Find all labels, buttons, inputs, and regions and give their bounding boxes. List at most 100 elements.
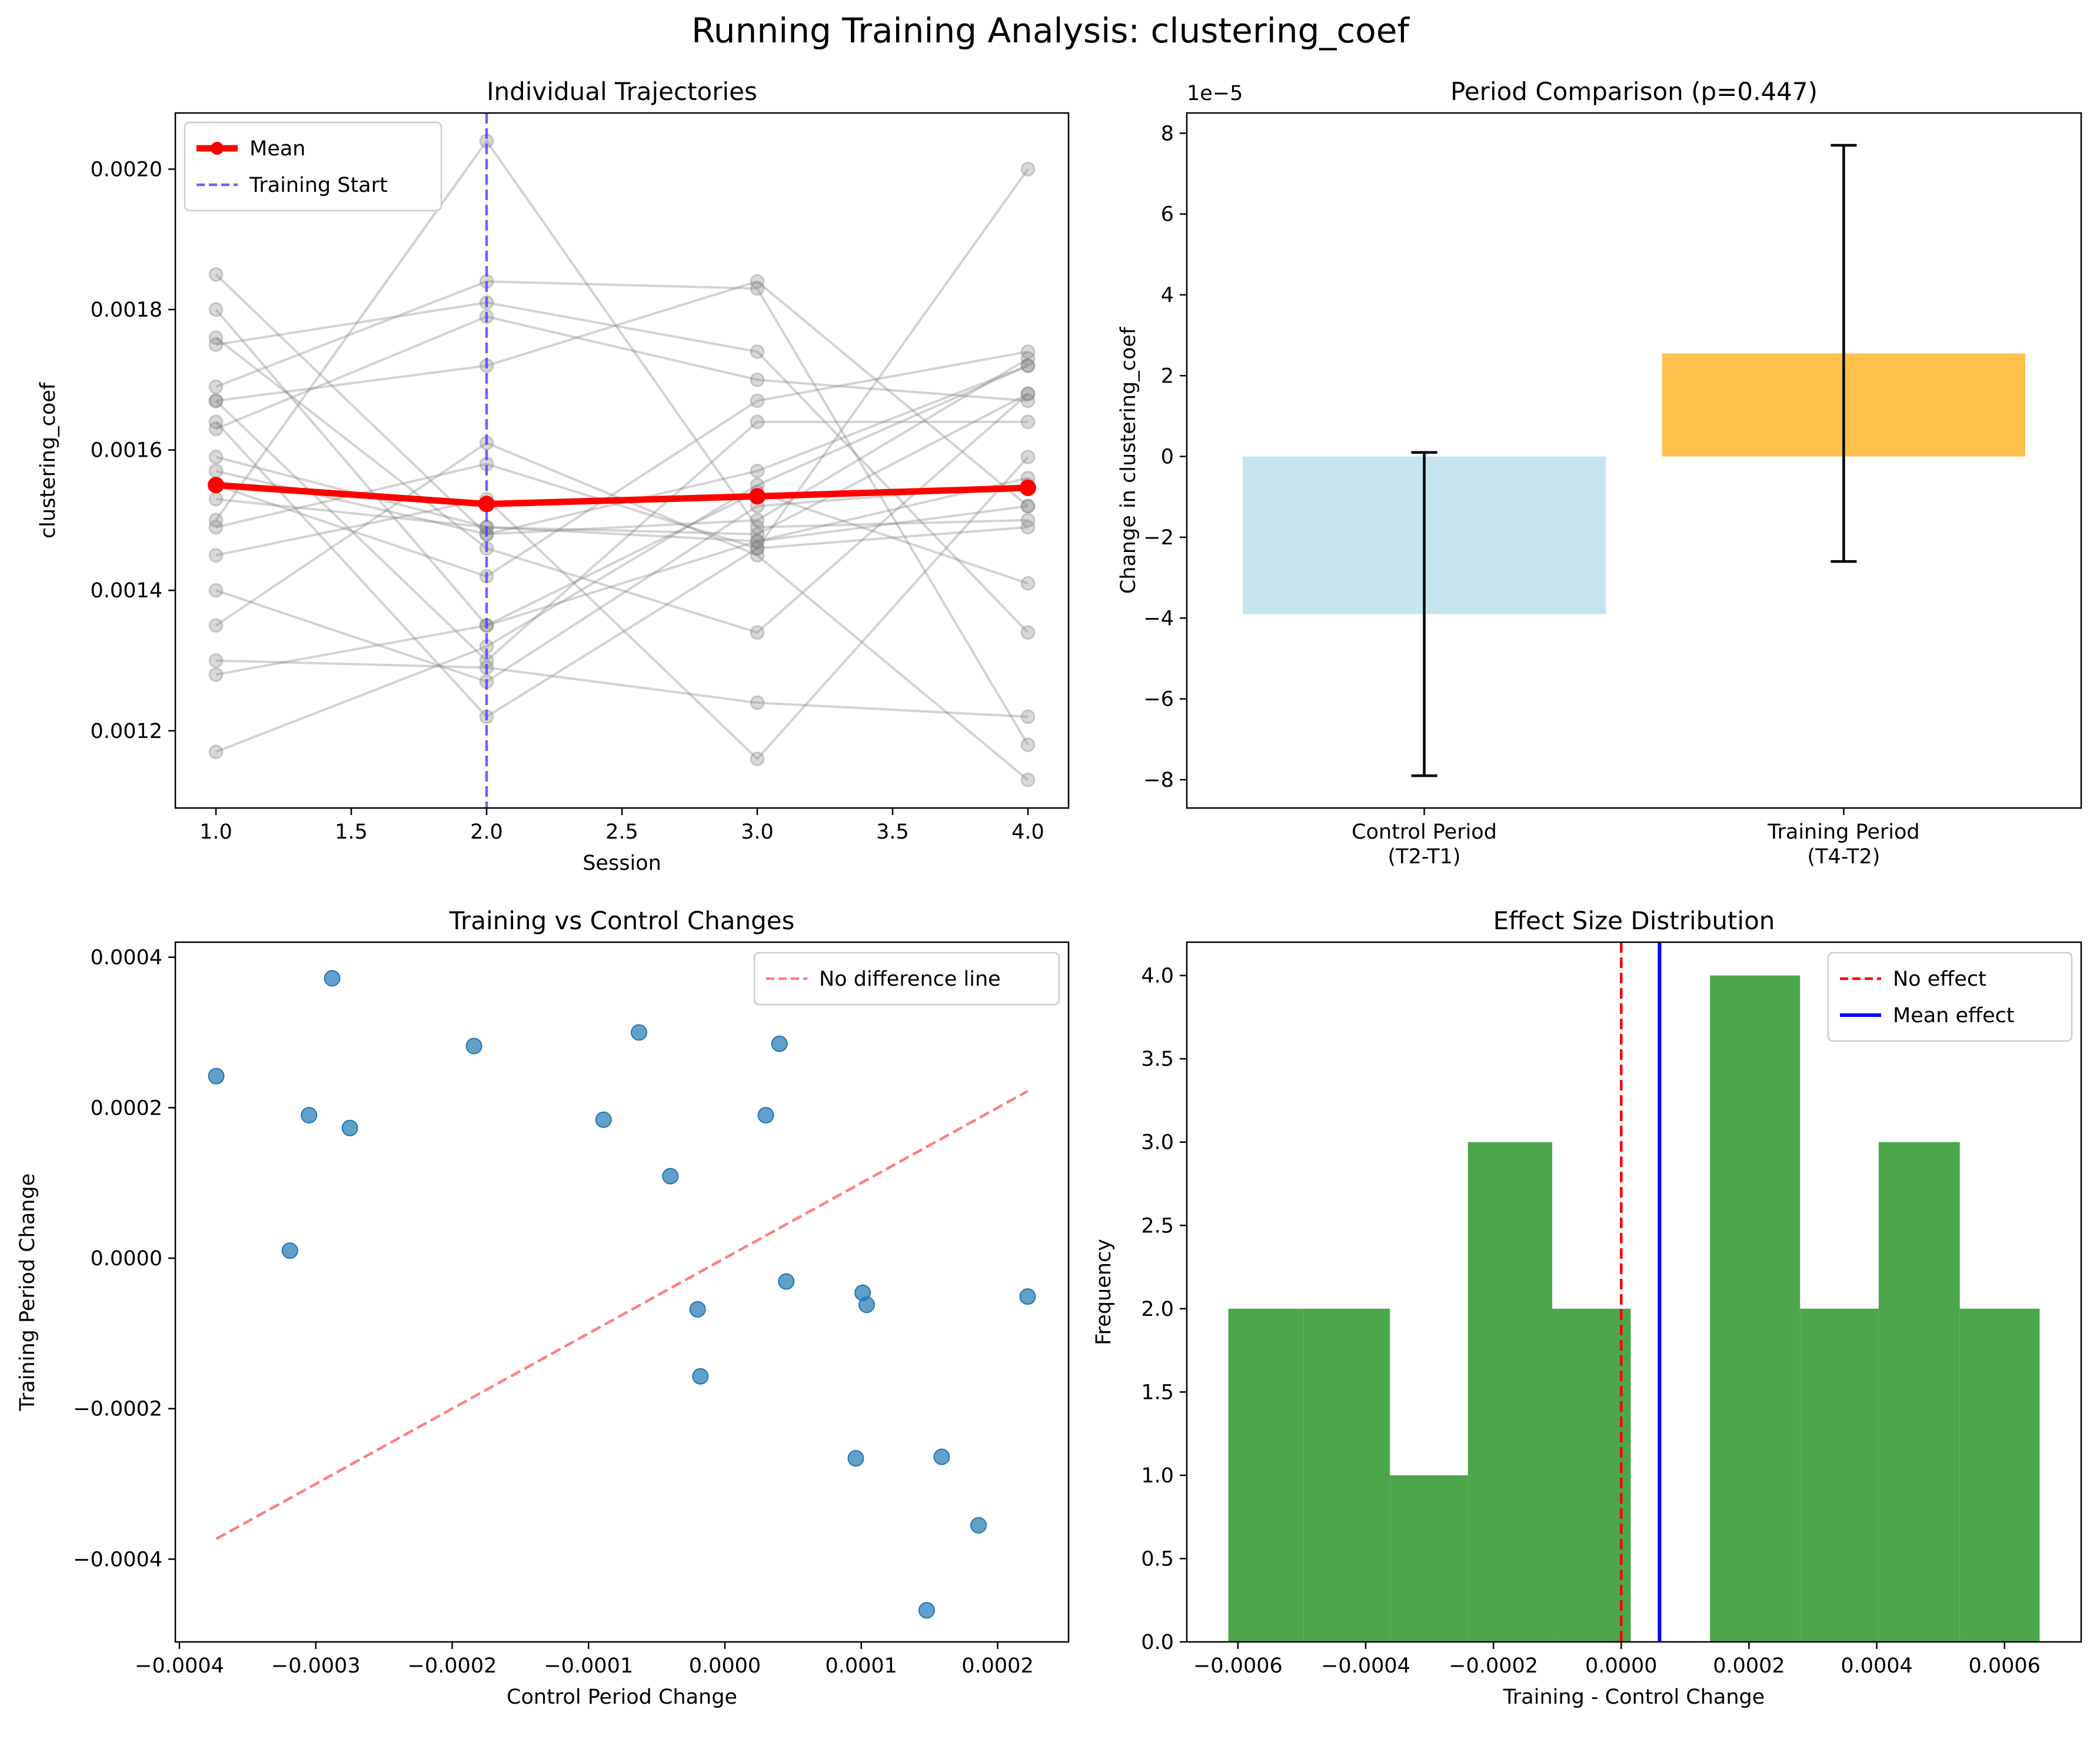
- y-tick-label: 0.0012: [91, 720, 162, 743]
- x-axis-label: Control Period Change: [507, 1685, 737, 1709]
- x-tick-label: −0.0002: [1449, 1654, 1538, 1678]
- axes-frame: [174, 112, 1070, 809]
- scatter-point: [858, 1296, 876, 1314]
- y-tick-label: −6: [1143, 688, 1174, 711]
- x-axis-label: Session: [583, 852, 661, 875]
- y-tick-label: 2: [1161, 364, 1174, 388]
- subject-line: [215, 659, 1029, 718]
- subject-point: [208, 393, 224, 408]
- y-tick-label: 0.0016: [91, 439, 162, 463]
- subject-point: [1020, 520, 1036, 535]
- subject-point: [1020, 161, 1036, 177]
- x-tick-label: 1.0: [199, 820, 232, 844]
- legend-label: Mean: [249, 137, 305, 161]
- offset-label: 1e−5: [1187, 82, 1243, 105]
- subject-point: [750, 625, 765, 640]
- subject-point: [750, 344, 765, 360]
- x-tick-label: 2.0: [470, 820, 503, 844]
- y-axis-label: Change in clustering_coef: [1117, 327, 1140, 594]
- subject-point: [208, 450, 224, 465]
- y-tick-label: 0.5: [1141, 1547, 1174, 1571]
- axes-title: Individual Trajectories: [487, 77, 757, 106]
- subject-point: [208, 393, 224, 408]
- y-tick-label: 1.5: [1141, 1381, 1174, 1404]
- y-tick-label: −0.0002: [73, 1398, 162, 1421]
- axes-frame: [174, 941, 1070, 1643]
- subject-line: [215, 337, 1029, 634]
- y-tick-label: 0.0014: [91, 579, 162, 603]
- scatter-point: [281, 1242, 298, 1259]
- scatter-point: [689, 1301, 706, 1318]
- scatter-point: [970, 1517, 987, 1534]
- y-tick-label: 0.0004: [91, 946, 162, 970]
- subject-point: [208, 513, 224, 528]
- x-axis-label: Training - Control Change: [1503, 1685, 1765, 1709]
- subject-point: [1020, 358, 1036, 373]
- subject-line: [215, 393, 1029, 536]
- scatter-point: [341, 1119, 358, 1136]
- y-tick-label: −4: [1143, 607, 1174, 630]
- subject-point: [208, 337, 224, 353]
- subject-point: [1020, 772, 1036, 787]
- subject-line: [215, 308, 1029, 627]
- subject-point: [750, 463, 765, 478]
- y-tick-label: 0.0018: [91, 298, 162, 322]
- x-tick-label: −0.0004: [135, 1654, 224, 1678]
- y-tick-label: 0.0020: [91, 158, 162, 181]
- scatter-point: [1019, 1288, 1036, 1305]
- scatter-point: [771, 1035, 788, 1052]
- subject-point: [208, 744, 224, 760]
- y-tick-label: 0.0002: [91, 1096, 162, 1120]
- subject-point: [750, 695, 765, 710]
- subject-point: [1020, 498, 1036, 514]
- subject-point: [750, 372, 765, 387]
- subject-line: [215, 280, 1029, 507]
- x-tick-label: 0.0002: [1713, 1654, 1785, 1678]
- subject-point: [1020, 393, 1036, 408]
- y-tick-label: 6: [1161, 203, 1174, 227]
- x-tick-label: Training Period: [1767, 820, 1919, 844]
- axes-title: Period Comparison (p=0.447): [1450, 77, 1818, 106]
- x-tick-label: 0.0000: [1585, 1654, 1657, 1678]
- subject-line: [215, 400, 1028, 663]
- no-difference-line: [215, 1090, 1029, 1540]
- x-tick-label: 4.0: [1011, 820, 1044, 844]
- subject-line: [215, 456, 1029, 761]
- y-tick-label: 0: [1161, 445, 1174, 469]
- mean-point: [478, 496, 495, 513]
- scatter-point: [301, 1107, 318, 1124]
- y-tick-label: 4.0: [1141, 965, 1174, 988]
- y-tick-label: 2.0: [1141, 1298, 1174, 1321]
- subject-line: [215, 350, 1029, 578]
- subject-point: [208, 618, 224, 633]
- histogram-bar: [1710, 975, 1801, 1642]
- x-tick-label: −0.0003: [271, 1654, 361, 1678]
- subject-point: [208, 491, 224, 507]
- x-tick-label: Control Period: [1352, 820, 1497, 844]
- subject-point: [1020, 498, 1036, 514]
- x-tick-label: 0.0001: [825, 1654, 897, 1678]
- histogram-bar: [1467, 1142, 1553, 1642]
- subject-point: [750, 548, 765, 563]
- legend-box: [184, 121, 442, 212]
- subject-line: [215, 364, 1029, 753]
- subject-point: [208, 548, 224, 563]
- subject-point: [750, 520, 765, 535]
- legend-marker: [211, 142, 224, 155]
- x-tick-label: −0.0004: [1321, 1654, 1410, 1678]
- y-tick-label: 0.0000: [91, 1247, 162, 1271]
- x-tick-label: 1.5: [335, 820, 368, 844]
- axes-frame: [1186, 112, 2082, 809]
- scatter-point: [630, 1024, 647, 1041]
- subject-point: [1020, 576, 1036, 591]
- legend-label: Training Start: [249, 174, 388, 197]
- subject-point: [750, 513, 765, 528]
- x-tick-label: 2.5: [605, 820, 638, 844]
- y-axis-label: Frequency: [1092, 1239, 1116, 1345]
- subject-point: [208, 653, 224, 668]
- legend-label: Mean effect: [1893, 1004, 2015, 1028]
- trajectories-panel: 1.0 1.5 2.0 2.5 3.0 3.5 4.0 0.0012 0.0014 0.0016 0…: [36, 77, 1070, 875]
- x-tick-label: 3.5: [876, 820, 909, 844]
- subject-point: [208, 267, 224, 282]
